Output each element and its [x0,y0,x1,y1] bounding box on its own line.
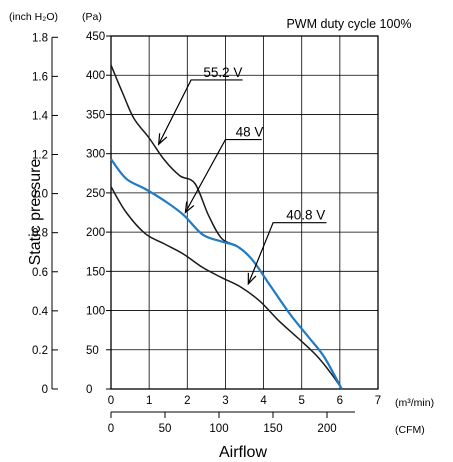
x-tick-label-m3min: 6 [337,395,343,407]
x-tick-label-m3min: 3 [222,395,228,407]
series-line-55-2-v [110,64,343,390]
ticks: 0 1 2 3 4 5 6 7 0 50 100 150 200 0 50 100 150 200 250 300 35… [32,31,381,435]
annotation-label: 48 V [236,125,264,140]
y-tick-label-inch: 0.6 [32,267,48,279]
x-tick-label-m3min: 4 [260,395,267,407]
y-tick-label-inch: 1.6 [32,71,48,83]
y-tick-label-inch: 1.2 [32,150,48,162]
annotation-leader [158,79,243,145]
annotation-arrowhead [184,201,195,214]
y-tick-label-pa: 0 [86,384,92,396]
plot-frame [110,35,379,390]
x-tick-label-cfm: 50 [159,423,172,435]
x-tick-label-m3min: 1 [146,395,152,407]
y-tick-label-inch: 0.2 [32,345,48,357]
x-tick-label-cfm: 200 [317,423,336,435]
x-tick-label-m3min: 2 [184,395,190,407]
grid [111,36,378,389]
y-unit-right: (Pa) [82,11,102,23]
x-axis-title: Airflow [219,444,267,461]
annotation-leader [184,138,262,213]
y-tick-label-pa: 350 [86,109,105,121]
y-tick-label-inch: 1.4 [32,110,49,122]
y-tick-label-inch: 1.0 [32,189,48,201]
y-tick-label-inch: 0.8 [32,228,48,240]
x-tick-label-cfm: 100 [209,423,228,435]
y-tick-label-pa: 200 [86,227,105,239]
y-tick-label-pa: 400 [86,70,105,82]
y-tick-label-inch: 0 [42,384,48,396]
annotation-arrowhead [157,133,168,146]
y-tick-label-pa: 450 [86,31,105,43]
y-tick-label-pa: 300 [86,149,105,161]
x-tick-label-cfm: 150 [263,423,282,435]
x-tick-label-m3min: 5 [299,395,305,407]
x-unit-secondary: (CFM) [395,424,425,436]
series-line-48-v [110,158,343,390]
y-tick-label-pa: 100 [86,306,105,318]
y-unit-left: (inch H₂O) [9,11,58,23]
y-axis-title: Static pressure [27,159,44,266]
y-tick-label-inch: 0.4 [32,306,49,318]
series-line-40-8-v [110,186,343,390]
y-tick-label-pa: 150 [86,266,105,278]
y-tick-label-pa: 50 [86,345,99,357]
y-tick-label-pa: 250 [86,188,105,200]
x-tick-label-m3min: 7 [375,395,381,407]
y-tick-label-inch: 1.8 [32,32,48,44]
annotation-arrowhead [247,272,257,286]
x-tick-label-m3min: 0 [108,395,114,407]
annotations: 55.2 V 48 V 40.8 V [157,65,327,286]
annotation-label: 55.2 V [203,65,242,80]
annotation-label: 40.8 V [286,208,325,223]
x-unit-primary: (m³/min) [395,397,434,409]
chart-title: PWM duty cycle 100% [286,17,411,31]
series [110,64,343,390]
annotation-leader [247,222,327,285]
x-tick-label-cfm: 0 [108,423,114,435]
